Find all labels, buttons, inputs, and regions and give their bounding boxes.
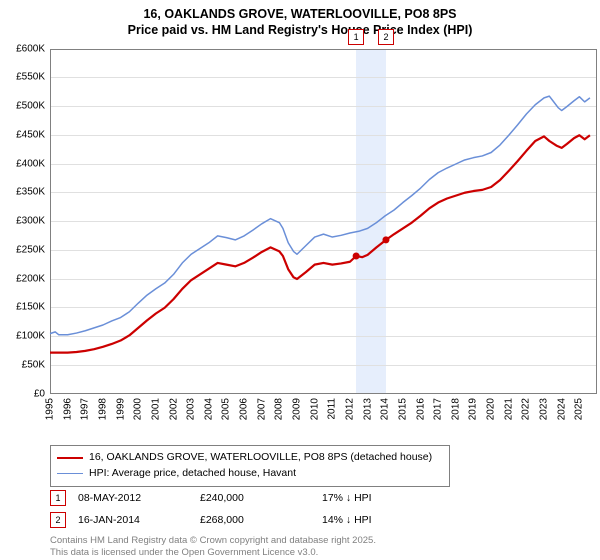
xtick-label: 2025 <box>574 398 585 420</box>
table-row: 1 08-MAY-2012 £240,000 17% ↓ HPI <box>50 487 442 509</box>
legend-swatch <box>57 473 83 474</box>
xtick-label: 2006 <box>239 398 250 420</box>
xtick-label: 2002 <box>168 398 179 420</box>
xtick-label: 2018 <box>450 398 461 420</box>
xtick-label: 2017 <box>433 398 444 420</box>
xtick-label: 1996 <box>62 398 73 420</box>
xtick-label: 2013 <box>362 398 373 420</box>
row-price: £240,000 <box>200 492 310 504</box>
legend-label: HPI: Average price, detached house, Hava… <box>89 466 296 482</box>
xtick-label: 2019 <box>468 398 479 420</box>
xtick-label: 2023 <box>539 398 550 420</box>
legend: 16, OAKLANDS GROVE, WATERLOOVILLE, PO8 8… <box>50 445 450 487</box>
xtick-label: 2015 <box>397 398 408 420</box>
xtick-label: 2014 <box>380 398 391 420</box>
xtick-label: 2024 <box>556 398 567 420</box>
xtick-label: 2001 <box>150 398 161 420</box>
xtick-label: 2010 <box>309 398 320 420</box>
footer-attribution: Contains HM Land Registry data © Crown c… <box>50 535 376 560</box>
xtick-label: 2020 <box>486 398 497 420</box>
table-row: 2 16-JAN-2014 £268,000 14% ↓ HPI <box>50 509 442 531</box>
row-marker: 2 <box>50 512 66 528</box>
chart-area: £0£50K£100K£150K£200K£250K£300K£350K£400… <box>0 41 600 441</box>
marker-dot <box>353 252 360 259</box>
legend-item: HPI: Average price, detached house, Hava… <box>57 466 443 482</box>
footer-line-1: Contains HM Land Registry data © Crown c… <box>50 535 376 547</box>
xtick-label: 1995 <box>45 398 56 420</box>
xtick-label: 2011 <box>327 398 338 420</box>
series-price_paid <box>50 135 590 352</box>
title-line-2: Price paid vs. HM Land Registry's House … <box>0 22 600 38</box>
series-hpi <box>50 96 590 335</box>
chart-title: 16, OAKLANDS GROVE, WATERLOOVILLE, PO8 8… <box>0 0 600 39</box>
chart-container: 16, OAKLANDS GROVE, WATERLOOVILLE, PO8 8… <box>0 0 600 560</box>
xtick-label: 2021 <box>503 398 514 420</box>
xtick-label: 2003 <box>186 398 197 420</box>
xtick-label: 2009 <box>292 398 303 420</box>
row-delta: 17% ↓ HPI <box>322 492 442 504</box>
row-date: 16-JAN-2014 <box>78 514 188 526</box>
xtick-label: 1998 <box>97 398 108 420</box>
xtick-label: 2008 <box>274 398 285 420</box>
title-line-1: 16, OAKLANDS GROVE, WATERLOOVILLE, PO8 8… <box>0 6 600 22</box>
xtick-label: 2005 <box>221 398 232 420</box>
xtick-label: 2000 <box>133 398 144 420</box>
xtick-label: 2016 <box>415 398 426 420</box>
row-delta: 14% ↓ HPI <box>322 514 442 526</box>
xtick-label: 1997 <box>80 398 91 420</box>
row-price: £268,000 <box>200 514 310 526</box>
marker-label: 2 <box>378 29 394 45</box>
marker-dot <box>382 236 389 243</box>
xtick-label: 2004 <box>203 398 214 420</box>
legend-item: 16, OAKLANDS GROVE, WATERLOOVILLE, PO8 8… <box>57 450 443 466</box>
xtick-label: 2012 <box>344 398 355 420</box>
legend-label: 16, OAKLANDS GROVE, WATERLOOVILLE, PO8 8… <box>89 450 432 466</box>
footer-line-2: This data is licensed under the Open Gov… <box>50 547 376 559</box>
xtick-label: 2007 <box>256 398 267 420</box>
legend-swatch <box>57 457 83 459</box>
row-date: 08-MAY-2012 <box>78 492 188 504</box>
xtick-label: 1999 <box>115 398 126 420</box>
marker-label: 1 <box>348 29 364 45</box>
xtick-label: 2022 <box>521 398 532 420</box>
row-marker: 1 <box>50 490 66 506</box>
transactions-table: 1 08-MAY-2012 £240,000 17% ↓ HPI 2 16-JAN-201… <box>50 487 442 531</box>
line-series-svg <box>0 41 599 396</box>
